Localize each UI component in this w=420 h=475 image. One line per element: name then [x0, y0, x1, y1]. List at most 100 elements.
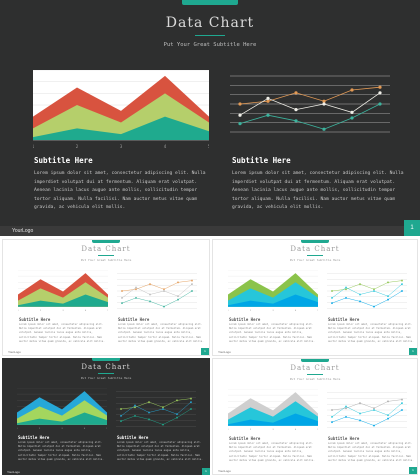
footer-logo: YourLogo — [218, 469, 231, 473]
footer-bar — [0, 226, 420, 236]
left-column-title: Subtitle Here — [229, 317, 261, 322]
line-chart — [116, 388, 196, 430]
line-point — [345, 405, 347, 408]
line-point — [120, 408, 122, 410]
area-chart: 1 2 3 4 5 — [228, 270, 318, 312]
line-point — [238, 122, 242, 126]
line-point — [294, 119, 298, 123]
line-point — [163, 305, 165, 308]
line-point — [134, 404, 136, 407]
page-number: 1 — [404, 220, 420, 236]
left-column-body: Lorem ipsum dolor sit amet, consectetur … — [19, 323, 105, 343]
slide-subtitle: Put Your Great Subtitle Here — [289, 258, 341, 262]
right-column-body: Lorem ipsum dolor sit amet, consectetur … — [232, 171, 404, 211]
line-point — [148, 411, 150, 414]
line-point — [266, 113, 270, 117]
line-series — [239, 92, 381, 116]
line-point — [373, 407, 375, 410]
page-number: 1 — [409, 467, 417, 474]
footer-logo: YourLogo — [12, 228, 34, 234]
page-number: 1 — [201, 348, 209, 355]
line-point — [191, 290, 193, 292]
area-series — [228, 413, 318, 426]
area-chart: 1 2 3 4 5 — [33, 70, 209, 150]
x-tick-label: 1 — [228, 429, 229, 431]
line-point — [387, 400, 389, 403]
slide-thumbnail[interactable]: Data Chart Put Your Great Subtitle Here … — [2, 358, 210, 475]
slide-thumbnail[interactable]: Data Chart Put Your Great Subtitle Here … — [212, 358, 418, 475]
x-tick-label: 2 — [250, 310, 252, 312]
line-point — [401, 279, 403, 282]
x-tick-label: 5 — [317, 310, 318, 312]
area-chart: 1 2 3 4 5 — [228, 389, 318, 431]
left-column-body: Lorem ipsum dolor sit amet, consectetur … — [18, 441, 104, 461]
line-series — [331, 399, 403, 411]
slide-title: Data Chart — [290, 364, 340, 372]
line-point — [331, 290, 333, 292]
line-point — [401, 283, 403, 286]
slide-accent-bar — [92, 240, 120, 243]
line-point — [135, 286, 137, 289]
line-point — [373, 424, 375, 427]
right-column-title: Subtitle Here — [328, 436, 360, 441]
right-column-body: Lorem ipsum dolor sit amet, consectetur … — [118, 323, 204, 343]
page-number: 1 — [409, 348, 417, 355]
main-slide[interactable]: Data Chart Put Your Great Subtitle Here … — [0, 0, 420, 236]
line-point — [401, 402, 403, 405]
slide-thumbnail[interactable]: Data Chart Put Your Great Subtitle Here … — [212, 239, 418, 356]
line-chart — [327, 389, 407, 431]
line-point — [177, 298, 179, 301]
line-point — [387, 414, 389, 417]
left-column-body: Lorem ipsum dolor sit amet, consectetur … — [34, 171, 206, 211]
line-point — [350, 116, 354, 120]
left-column-title: Subtitle Here — [18, 435, 50, 440]
line-chart — [230, 70, 390, 138]
line-point — [345, 288, 347, 291]
line-point — [163, 290, 165, 292]
slide-thumbnail[interactable]: Data Chart Put Your Great Subtitle Here … — [2, 239, 210, 356]
line-point — [345, 407, 347, 410]
line-series — [120, 408, 192, 425]
x-tick-label: 2 — [250, 429, 252, 431]
line-point — [134, 414, 136, 417]
x-tick-label: 4 — [85, 310, 87, 312]
line-point — [387, 281, 389, 284]
page-number: 1 — [202, 468, 210, 475]
line-point — [135, 288, 137, 291]
slide-subtitle: Put Your Great Subtitle Here — [289, 377, 341, 381]
x-tick-label: 3 — [272, 310, 274, 312]
line-point — [191, 283, 193, 286]
line-point — [162, 406, 164, 409]
line-series — [239, 103, 381, 130]
right-column-body: Lorem ipsum dolor sit amet, consectetur … — [117, 441, 203, 461]
x-tick-label: 1 — [17, 428, 18, 430]
x-tick-label: 2 — [40, 310, 42, 312]
line-series — [331, 402, 403, 418]
line-point — [378, 91, 382, 95]
area-chart: 1 2 3 4 5 — [18, 270, 108, 312]
line-series — [121, 290, 193, 307]
right-column-title: Subtitle Here — [118, 317, 150, 322]
area-series — [228, 294, 318, 307]
slide-title: Data Chart — [165, 15, 255, 31]
line-point — [331, 415, 333, 418]
line-point — [401, 290, 403, 292]
left-column-title: Subtitle Here — [229, 436, 261, 441]
line-point — [331, 421, 333, 424]
line-point — [176, 416, 178, 419]
x-tick-label: 5 — [106, 428, 107, 430]
slide-title: Data Chart — [290, 245, 340, 253]
line-point — [135, 296, 137, 299]
line-point — [378, 85, 382, 89]
slide-subtitle: Put Your Great Subtitle Here — [80, 258, 132, 262]
x-tick-label: 4 — [295, 310, 297, 312]
right-column-body: Lorem ipsum dolor sit amet, consectetur … — [328, 442, 414, 462]
line-point — [177, 295, 179, 298]
line-chart — [117, 270, 197, 312]
line-series — [331, 409, 403, 426]
line-point — [401, 398, 403, 401]
line-point — [378, 102, 382, 106]
line-point — [387, 417, 389, 420]
line-point — [345, 296, 347, 299]
slide-accent-bar — [92, 358, 120, 361]
